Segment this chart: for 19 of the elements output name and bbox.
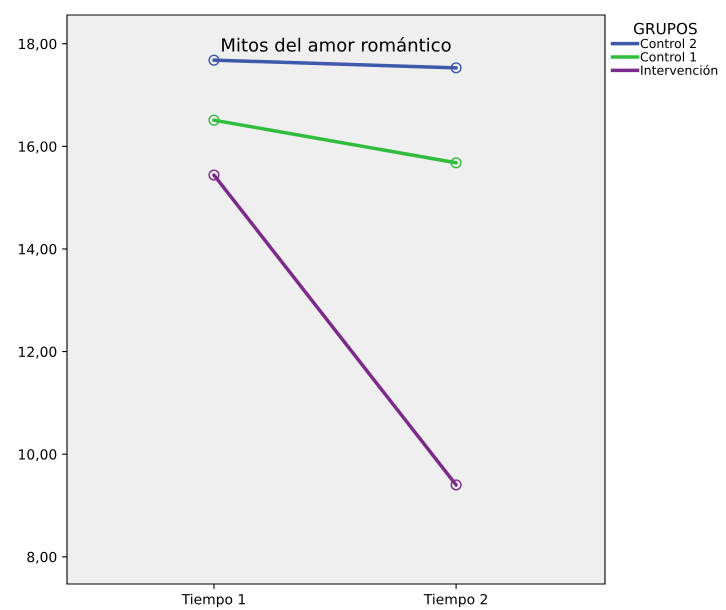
y-tick-label: 16,00 — [19, 141, 56, 154]
legend-label: Control 1 — [640, 52, 696, 62]
x-tick-label: Tiempo 1 — [182, 594, 245, 608]
point — [208, 114, 220, 126]
legend-label: Intervención — [641, 64, 718, 75]
y-tick-label: 10,00 — [19, 449, 56, 462]
legend-title: GRUPOS — [634, 22, 697, 34]
x-tick-label: Tiempo 2 — [424, 594, 487, 608]
point — [208, 170, 220, 181]
point — [450, 62, 462, 74]
y-tick-label: 8,00 — [27, 552, 56, 564]
legend-label: Control 2 — [640, 38, 696, 48]
y-tick-label: 18,00 — [19, 38, 56, 51]
point — [450, 479, 462, 491]
text: Mitos del amor romántico — [222, 37, 451, 52]
y-tick-label: 12,00 — [19, 346, 56, 358]
y-tick-label: 14,00 — [19, 244, 56, 256]
point — [450, 157, 462, 168]
point — [208, 54, 220, 66]
